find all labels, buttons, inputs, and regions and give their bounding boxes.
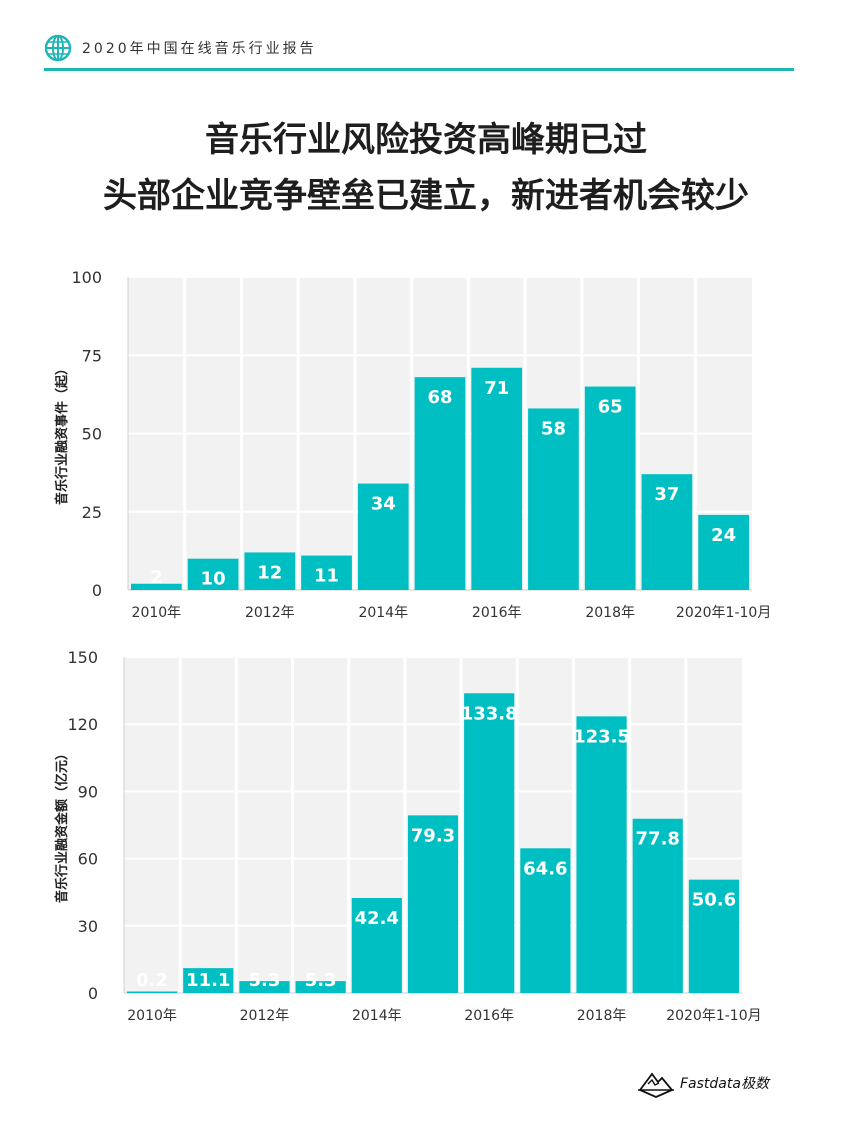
chart1-value-label: 2 <box>150 567 163 588</box>
chart1-ylabel: 音乐行业融资事件（起） <box>54 362 70 505</box>
chart1-bar <box>584 386 636 590</box>
chart2-bar <box>520 848 571 993</box>
financing-events-chart: 0 25 50 75 100 2 10 12 11 34 68 71 58 65 37 24 2010年 2012… <box>54 268 771 621</box>
chart1-bar <box>414 377 466 590</box>
chart2-xtick-label: 2012年 <box>240 1008 290 1024</box>
chart2-bar <box>127 991 178 993</box>
chart2-bar <box>183 968 234 993</box>
chart1-bar <box>301 555 352 590</box>
chart1-value-label: 34 <box>371 494 396 515</box>
chart2-bar <box>576 716 627 993</box>
chart1-bar <box>187 558 239 590</box>
chart2-value-label: 133.8 <box>461 703 518 724</box>
chart1-xtick-label: 2020年1-10月 <box>676 605 771 621</box>
chart2-value-label: 42.4 <box>355 908 399 929</box>
chart1-xtick-label: 2018年 <box>585 605 635 621</box>
mountain-logo-icon <box>638 1072 674 1098</box>
chart1-value-label: 10 <box>201 569 226 590</box>
chart1-bar <box>244 552 296 590</box>
chart2-value-label: 77.8 <box>636 829 680 850</box>
chart1-xtick-label: 2016年 <box>472 605 522 621</box>
chart2-value-label: 5.3 <box>249 970 281 991</box>
brand-name: Fastdata极数 <box>680 1076 769 1092</box>
chart1-bar <box>471 367 523 590</box>
chart2-xtick-label: 2010年 <box>127 1008 177 1024</box>
chart1-value-label: 37 <box>654 484 679 505</box>
chart2-bar <box>351 898 402 993</box>
chart1-ytick-label: 0 <box>92 581 102 600</box>
chart1-value-label: 11 <box>314 566 339 587</box>
headline-line-2: 头部企业竞争壁垒已建立，新进者机会较少 <box>103 176 749 216</box>
chart2-xtick-label: 2016年 <box>464 1008 514 1024</box>
chart2-value-label: 123.5 <box>573 726 630 747</box>
chart2-bar <box>407 815 459 993</box>
chart1-value-label: 68 <box>427 387 452 408</box>
chart1-value-label: 24 <box>711 525 736 546</box>
chart2-value-label: 5.3 <box>305 970 337 991</box>
chart1-bar <box>698 514 749 590</box>
headline: 音乐行业风险投资高峰期已过 头部企业竞争壁垒已建立，新进者机会较少 <box>0 112 852 224</box>
chart1-xtick-label: 2012年 <box>245 605 295 621</box>
chart1-value-label: 12 <box>257 562 282 583</box>
chart1-ytick-label: 25 <box>82 503 102 522</box>
chart2-ytick-label: 120 <box>67 715 98 734</box>
chart2-bar <box>464 693 515 993</box>
chart2-bar <box>239 981 290 993</box>
chart2-ytick-label: 150 <box>67 648 98 667</box>
chart2-value-label: 50.6 <box>692 890 736 911</box>
chart1-ytick-label: 100 <box>71 268 102 287</box>
footer-brand: Fastdata极数 <box>638 1068 769 1098</box>
chart1-bar <box>131 583 182 590</box>
chart1-ytick-label: 75 <box>82 346 102 365</box>
chart2-value-label: 11.1 <box>186 970 230 991</box>
chart2-xtick-label: 2014年 <box>352 1008 402 1024</box>
report-title: 2020年中国在线音乐行业报告 <box>82 41 317 57</box>
globe-icon <box>44 34 72 62</box>
chart1-value-label: 71 <box>484 378 509 399</box>
chart2-xtick-label: 2020年1-10月 <box>666 1008 761 1024</box>
chart1-value-label: 65 <box>598 397 623 418</box>
chart2-value-label: 0.2 <box>136 970 168 991</box>
chart2-bar <box>632 818 683 993</box>
financing-amount-chart: 0 30 60 90 120 150 0.2 11.1 5.3 5.3 42.4 79.3 133.8 6… <box>54 648 762 1024</box>
chart1-ytick-label: 50 <box>82 425 102 444</box>
chart1-bar <box>528 408 579 590</box>
chart1-value-label: 58 <box>541 418 566 439</box>
chart2-bar <box>295 981 346 993</box>
chart2-value-label: 64.6 <box>523 858 567 879</box>
report-header: 2020年中国在线音乐行业报告 <box>44 32 317 64</box>
chart2-xtick-label: 2018年 <box>577 1008 627 1024</box>
chart1-bar <box>641 474 693 590</box>
chart1-xtick-label: 2014年 <box>358 605 408 621</box>
headline-line-1: 音乐行业风险投资高峰期已过 <box>205 120 647 160</box>
chart2-bar <box>688 879 739 993</box>
chart2-ytick-label: 90 <box>78 782 98 801</box>
header-divider <box>44 68 794 71</box>
chart2-ylabel: 音乐行业融资金额（亿元） <box>54 747 70 903</box>
chart2-ytick-label: 0 <box>88 984 98 1003</box>
chart1-bar <box>357 483 409 590</box>
chart2-ytick-label: 30 <box>78 917 98 936</box>
chart2-value-label: 79.3 <box>411 825 455 846</box>
chart1-xtick-label: 2010年 <box>132 605 182 621</box>
chart2-ytick-label: 60 <box>78 850 98 869</box>
